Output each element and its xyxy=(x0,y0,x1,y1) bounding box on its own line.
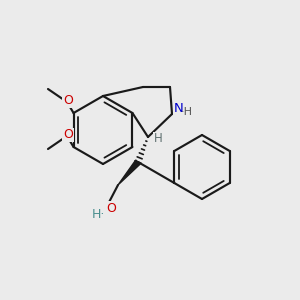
Text: H·: H· xyxy=(91,208,105,221)
Text: O: O xyxy=(63,94,73,107)
Text: N: N xyxy=(174,103,184,116)
Text: ·H: ·H xyxy=(181,107,193,117)
Text: O: O xyxy=(63,128,73,142)
Text: H: H xyxy=(154,133,162,146)
Text: O: O xyxy=(106,202,116,214)
Polygon shape xyxy=(118,160,140,185)
